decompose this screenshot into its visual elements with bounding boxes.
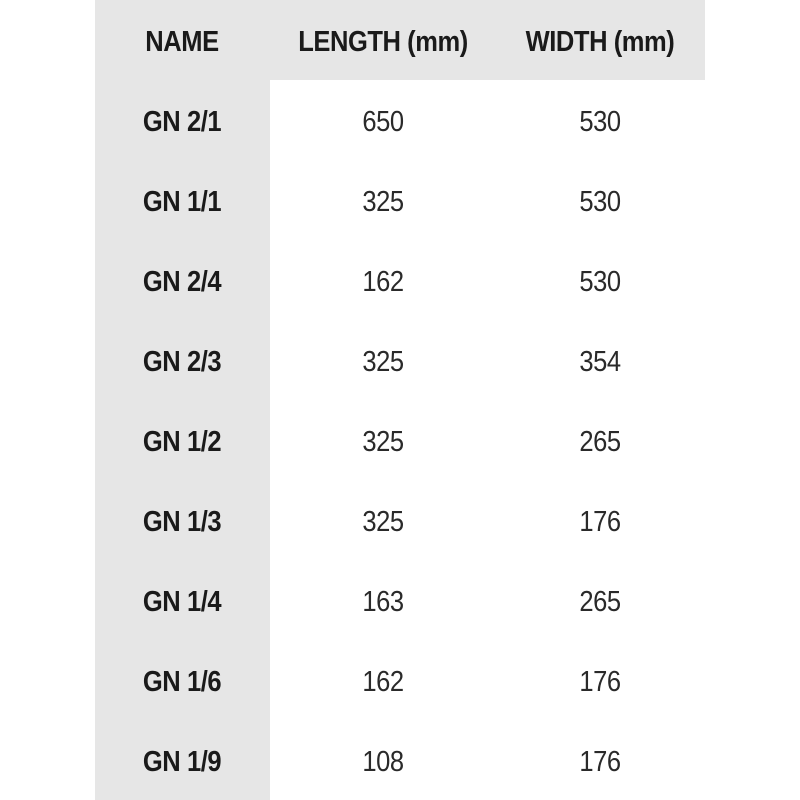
cell-value: 354: [579, 346, 621, 378]
header-band: [95, 0, 705, 80]
row-name: GN 2/4: [142, 266, 222, 298]
cell-value: 176: [579, 506, 621, 538]
row-name: GN 1/1: [142, 186, 222, 218]
row-name: GN 2/3: [142, 346, 222, 378]
cell-value: 163: [362, 586, 404, 618]
row-name: GN 1/3: [142, 506, 222, 538]
cell-value: 108: [362, 746, 404, 778]
row-name: GN 1/6: [142, 666, 222, 698]
cell-value: 650: [362, 106, 404, 138]
cell-value: 162: [362, 266, 404, 298]
cell-value: 325: [362, 506, 404, 538]
row-name: GN 1/4: [142, 586, 222, 618]
cell-value: 265: [579, 586, 621, 618]
cell-value: 325: [362, 346, 404, 378]
column-header: LENGTH (mm): [298, 26, 468, 58]
name-column-band: [95, 80, 270, 800]
cell-value: 265: [579, 426, 621, 458]
cell-value: 162: [362, 666, 404, 698]
column-header: WIDTH (mm): [525, 26, 675, 58]
cell-value: 325: [362, 426, 404, 458]
row-name: GN 2/1: [142, 106, 222, 138]
row-name: GN 1/2: [142, 426, 222, 458]
cell-value: 530: [579, 186, 621, 218]
cell-value: 325: [362, 186, 404, 218]
row-name: GN 1/9: [142, 746, 222, 778]
cell-value: 176: [579, 746, 621, 778]
cell-value: 530: [579, 266, 621, 298]
cell-value: 530: [579, 106, 621, 138]
cell-value: 176: [579, 666, 621, 698]
column-header: NAME: [145, 26, 219, 58]
